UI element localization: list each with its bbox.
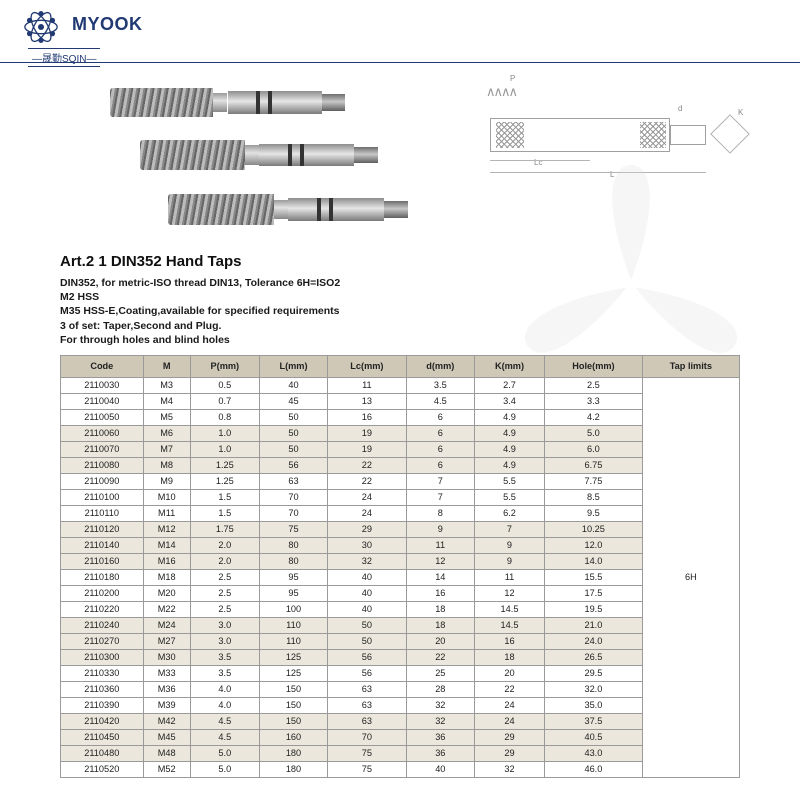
brand-logo: MYOOK —晟勤SQIN— xyxy=(22,8,142,46)
table-row: 2110110M111.5702486.29.5 xyxy=(61,505,740,521)
table-row: 2110200M202.59540161217.5 xyxy=(61,585,740,601)
product-description: DIN352, for metric-ISO thread DIN13, Tol… xyxy=(60,276,740,347)
col-lcmm: Lc(mm) xyxy=(328,355,407,377)
col-taplimits: Tap limits xyxy=(642,355,739,377)
col-code: Code xyxy=(61,355,144,377)
col-m: M xyxy=(143,355,190,377)
table-row: 2110050M50.8501664.94.2 xyxy=(61,409,740,425)
content-area: Art.2 1 DIN352 Hand Taps DIN352, for met… xyxy=(0,253,800,778)
col-pmm: P(mm) xyxy=(190,355,259,377)
table-row: 2110140M142.0803011912.0 xyxy=(61,537,740,553)
brand-name: MYOOK xyxy=(72,14,143,35)
tap-illustration-1 xyxy=(110,88,345,117)
table-row: 2110070M71.0501964.96.0 xyxy=(61,441,740,457)
table-row: 2110060M61.0501964.95.0 xyxy=(61,425,740,441)
table-row: 2110420M424.515063322437.5 xyxy=(61,713,740,729)
table-row: 2110450M454.516070362940.5 xyxy=(61,729,740,745)
col-holemm: Hole(mm) xyxy=(545,355,643,377)
page-header: MYOOK —晟勤SQIN— xyxy=(0,0,800,70)
table-row: 2110220M222.5100401814.519.5 xyxy=(61,601,740,617)
logo-icon xyxy=(22,8,60,46)
table-row: 2110120M121.7575299710.25 xyxy=(61,521,740,537)
table-row: 2110300M303.512556221826.5 xyxy=(61,649,740,665)
table-header-row: CodeMP(mm)L(mm)Lc(mm)d(mm)K(mm)Hole(mm)T… xyxy=(61,355,740,377)
table-row: 2110480M485.018075362943.0 xyxy=(61,745,740,761)
table-row: 2110270M273.011050201624.0 xyxy=(61,633,740,649)
table-row: 2110360M364.015063282232.0 xyxy=(61,681,740,697)
table-row: 2110330M333.512556252029.5 xyxy=(61,665,740,681)
table-row: 2110080M81.25562264.96.75 xyxy=(61,457,740,473)
table-row: 2110100M101.5702475.58.5 xyxy=(61,489,740,505)
product-title: Art.2 1 DIN352 Hand Taps xyxy=(60,253,740,270)
tap-limits-cell: 6H xyxy=(642,377,739,777)
table-row: 2110240M243.0110501814.521.0 xyxy=(61,617,740,633)
table-row: 2110390M394.015063322435.0 xyxy=(61,697,740,713)
brand-subtitle: —晟勤SQIN— xyxy=(28,48,100,67)
table-row: 2110160M162.0803212914.0 xyxy=(61,553,740,569)
col-lmm: L(mm) xyxy=(259,355,327,377)
table-row: 2110040M40.745134.53.43.3 xyxy=(61,393,740,409)
spec-table: CodeMP(mm)L(mm)Lc(mm)d(mm)K(mm)Hole(mm)T… xyxy=(60,355,740,778)
table-row: 2110090M91.25632275.57.75 xyxy=(61,473,740,489)
tap-illustration-3 xyxy=(168,194,408,225)
table-row: 2110030M30.540113.52.72.56H xyxy=(61,377,740,393)
table-row: 2110180M182.59540141115.5 xyxy=(61,569,740,585)
col-kmm: K(mm) xyxy=(474,355,544,377)
tap-illustration-2 xyxy=(140,140,378,170)
header-rule xyxy=(0,62,800,63)
table-row: 2110520M525.018075403246.0 xyxy=(61,761,740,777)
col-dmm: d(mm) xyxy=(406,355,474,377)
table-body: 2110030M30.540113.52.72.56H2110040M40.74… xyxy=(61,377,740,777)
